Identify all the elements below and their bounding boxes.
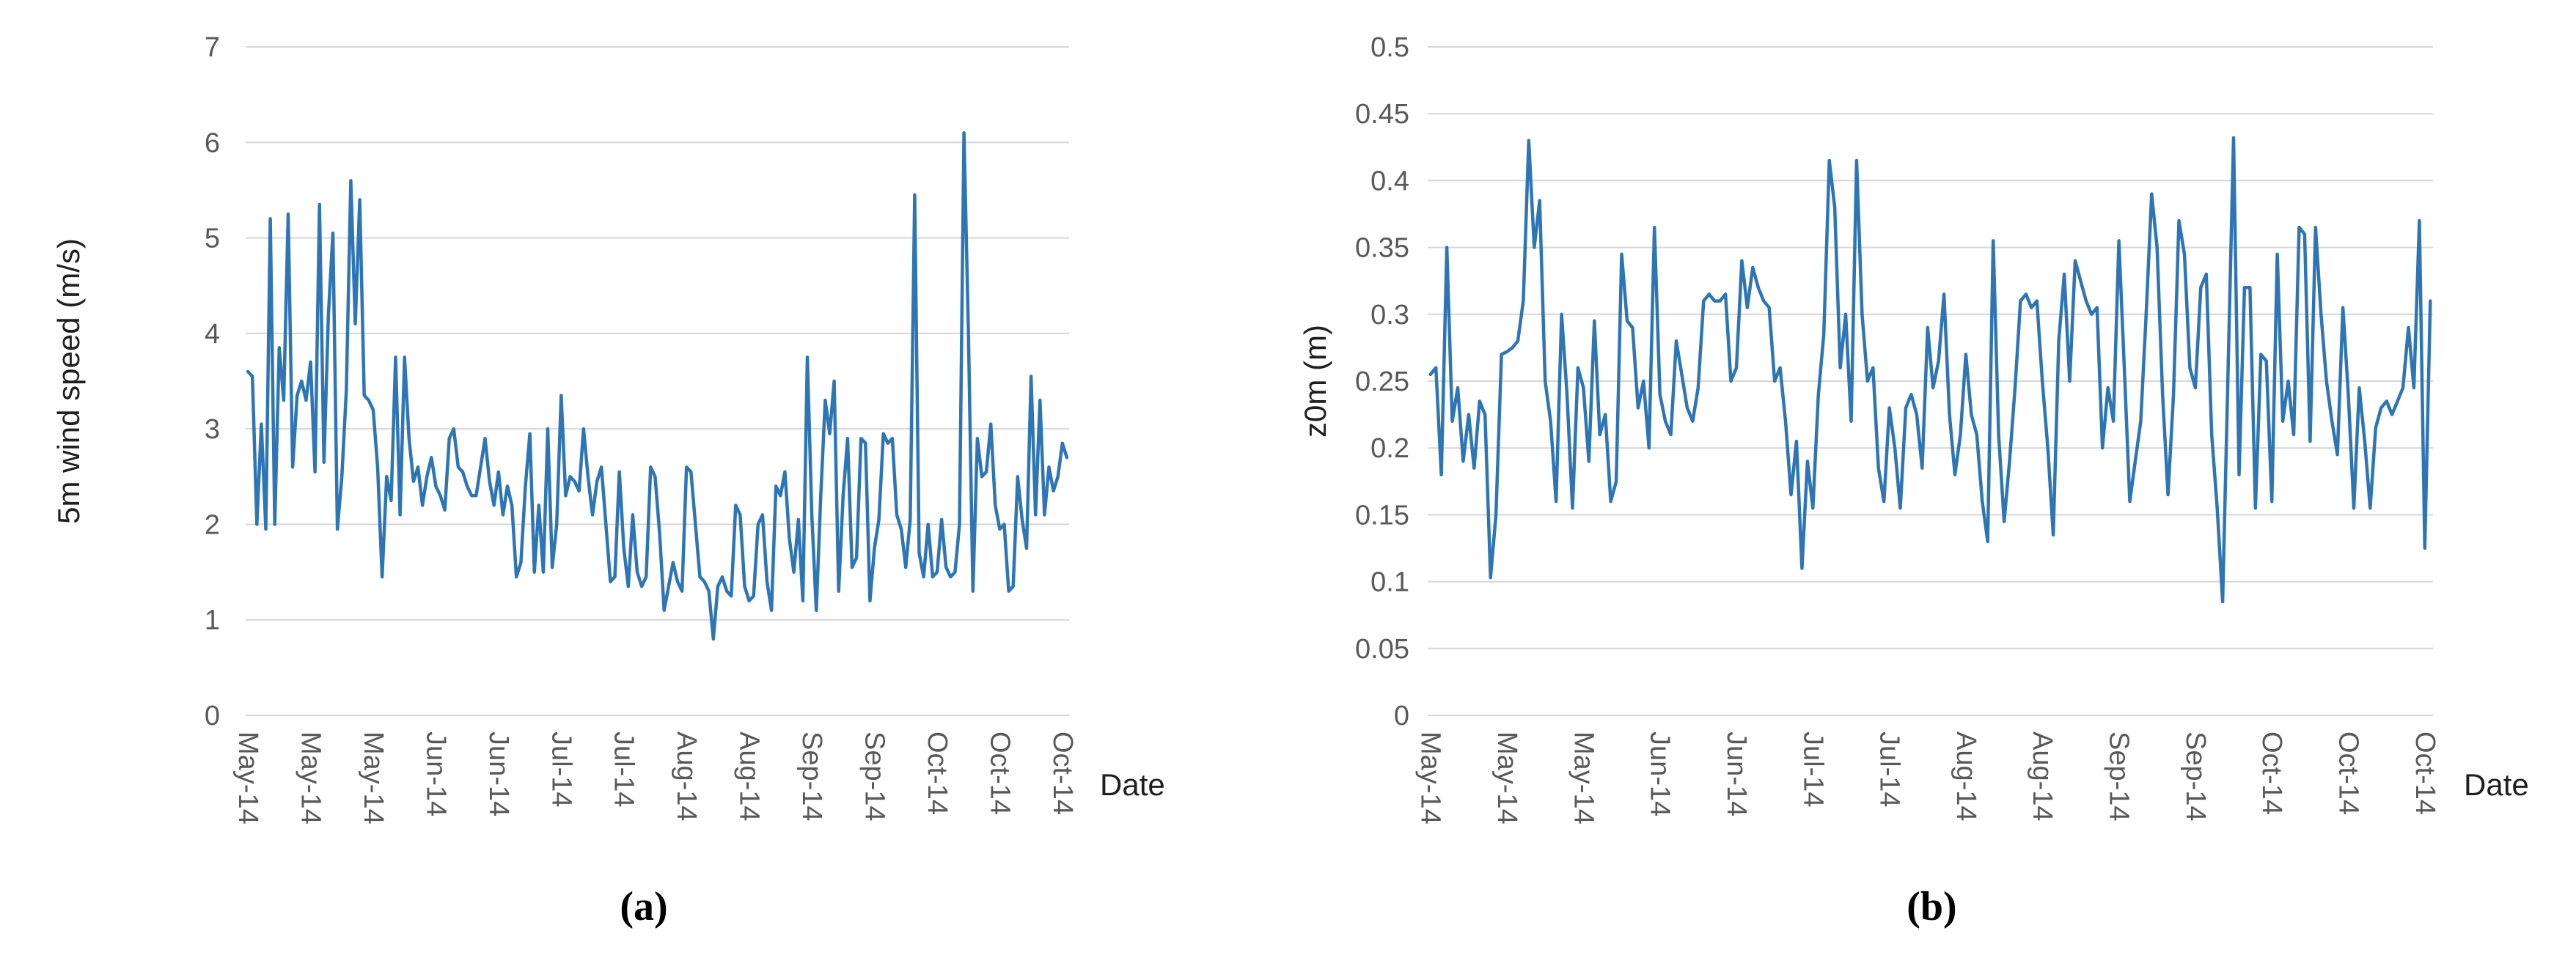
x-tick-label: Jun-14 [1721, 731, 1752, 816]
y-axis-tick-labels: 0 0.05 0.1 0.15 0.2 0.25 0.3 0.35 0.4 0.45 0.5 [1355, 32, 1409, 731]
y-tick-label: 0.15 [1355, 500, 1409, 531]
x-tick-label: Jul-14 [1874, 731, 1905, 808]
y-tick-label: 4 [205, 319, 220, 350]
y-tick-label: 0.5 [1370, 32, 1409, 63]
x-tick-label: Jun-14 [483, 731, 514, 816]
y-tick-label: 0.4 [1370, 166, 1409, 196]
y-tick-label: 6 [205, 128, 220, 158]
x-axis-title: Date [1100, 767, 1165, 802]
x-tick-label: Jul-14 [609, 731, 639, 808]
data-series-line [246, 131, 1069, 641]
gridlines [1428, 46, 2433, 716]
x-tick-label: Sep-14 [2180, 731, 2211, 822]
x-tick-label: Aug-14 [1951, 731, 1981, 822]
y-tick-label: 7 [205, 32, 220, 63]
x-tick-label: Oct-14 [922, 731, 953, 815]
caption-panel-a: (a) [620, 884, 668, 929]
x-tick-label: Jun-14 [1645, 731, 1676, 816]
y-axis-title: 5m wind speed (m/s) [51, 238, 86, 524]
x-tick-label: Jul-14 [546, 731, 576, 808]
x-tick-label: Sep-14 [2104, 731, 2135, 822]
x-tick-label: Oct-14 [2333, 731, 2364, 815]
y-tick-label: 3 [205, 414, 220, 445]
y-tick-label: 0.05 [1355, 634, 1409, 665]
x-tick-label: May-14 [1568, 731, 1599, 825]
x-tick-label: Aug-14 [671, 731, 702, 822]
y-tick-label: 0.3 [1370, 300, 1409, 331]
x-axis-title: Date [2464, 767, 2529, 802]
x-axis-tick-labels: May-14 May-14 May-14 Jun-14 Jun-14 Jul-14 Jul-… [232, 731, 1078, 825]
y-axis-tick-labels: 0 1 2 3 4 5 6 7 [205, 32, 220, 731]
y-tick-label: 0.1 [1370, 567, 1409, 598]
y-tick-label: 0 [205, 701, 220, 731]
x-tick-label: Oct-14 [2256, 731, 2287, 815]
z0m-chart: 0 0.05 0.1 0.15 0.2 0.25 0.3 0.35 0.4 0.45 0.5 May-… [1298, 32, 2529, 825]
x-tick-label: Aug-14 [2027, 731, 2058, 822]
gridlines [246, 46, 1069, 716]
y-tick-label: 1 [205, 605, 220, 636]
x-tick-label: Sep-14 [859, 731, 890, 822]
caption-panel-b: (b) [1907, 884, 1957, 929]
y-tick-label: 0.2 [1370, 433, 1409, 464]
x-tick-label: Oct-14 [1047, 731, 1078, 815]
y-tick-label: 0.35 [1355, 233, 1409, 264]
data-series-line [1428, 136, 2432, 604]
x-tick-label: May-14 [1415, 731, 1446, 825]
y-tick-label: 5 [205, 224, 220, 254]
y-tick-label: 0.25 [1355, 366, 1409, 397]
x-tick-label: Oct-14 [984, 731, 1015, 815]
x-tick-label: Jul-14 [1797, 731, 1828, 808]
y-tick-label: 0.45 [1355, 99, 1409, 130]
x-tick-label: May-14 [1491, 731, 1522, 825]
x-tick-label: May-14 [295, 731, 326, 825]
x-tick-label: Aug-14 [734, 731, 765, 822]
y-axis-title: z0m (m) [1298, 325, 1332, 438]
wind-speed-chart: 0 1 2 3 4 5 6 7 May-14 May-14 May-14 Jun-14 Jun-14 Ju… [51, 32, 1165, 825]
x-tick-label: May-14 [232, 731, 263, 825]
y-tick-label: 0 [1394, 701, 1409, 731]
x-tick-label: Jun-14 [420, 731, 451, 816]
y-tick-label: 2 [205, 509, 220, 540]
x-tick-label: Sep-14 [796, 731, 827, 822]
x-axis-tick-labels: May-14 May-14 May-14 Jun-14 Jun-14 Jul-14 Jul-… [1415, 731, 2440, 825]
x-tick-label: Oct-14 [2410, 731, 2440, 815]
x-tick-label: May-14 [358, 731, 389, 825]
